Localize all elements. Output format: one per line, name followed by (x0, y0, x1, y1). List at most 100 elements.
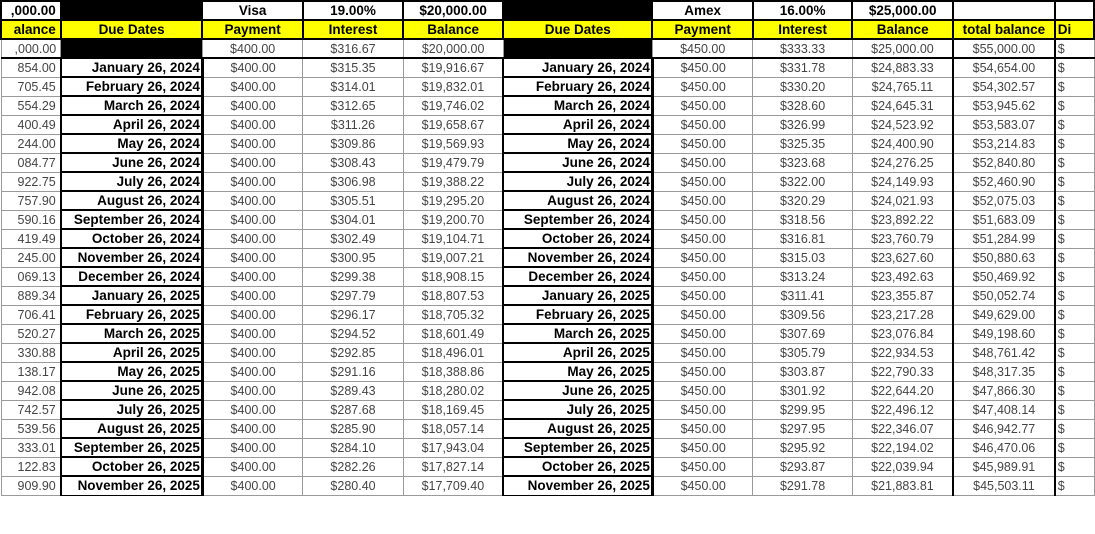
cell-partial[interactable]: $ (1054, 380, 1095, 401)
cell-total-balance[interactable]: $50,880.63 (952, 247, 1056, 268)
cell-total-balance[interactable]: $47,866.30 (952, 380, 1056, 401)
cell-amex-due-date[interactable]: August 26, 2025 (502, 418, 654, 439)
cell-amex-interest[interactable]: $305.79 (752, 342, 853, 363)
cell-left-balance[interactable]: 400.49 (0, 114, 62, 135)
cell-amex-interest[interactable]: $331.78 (752, 57, 853, 78)
cell-amex-due-date[interactable]: June 26, 2024 (502, 152, 654, 173)
cell-amex-balance[interactable]: $23,892.22 (851, 209, 954, 230)
cell-amex-balance[interactable]: $24,400.90 (851, 133, 954, 154)
cell-visa-due-date[interactable]: July 26, 2024 (59, 171, 204, 192)
cell-amex-balance[interactable]: $22,194.02 (851, 437, 954, 458)
cell-visa-interest[interactable]: $284.10 (302, 437, 404, 458)
cell-visa-payment[interactable]: $400.00 (201, 380, 304, 401)
cell-total-balance[interactable]: $49,629.00 (952, 304, 1056, 325)
cell-visa-balance[interactable]: $19,007.21 (402, 247, 504, 268)
cell-left-balance[interactable]: 520.27 (0, 323, 62, 344)
cell-visa-balance[interactable]: $18,807.53 (402, 285, 504, 306)
cell-visa-due-date[interactable]: October 26, 2025 (59, 456, 204, 477)
cell-left-balance[interactable]: 330.88 (0, 342, 62, 363)
cell-amex-payment[interactable]: $450.00 (651, 361, 754, 382)
cell-amex-interest[interactable]: $309.56 (752, 304, 853, 325)
cell-amex-balance[interactable]: $24,883.33 (851, 57, 954, 78)
cell-blank[interactable] (502, 38, 653, 59)
cell-visa-payment[interactable]: $400.00 (201, 209, 304, 230)
cell-blank[interactable] (502, 0, 654, 21)
cell-amex-balance[interactable]: $24,523.92 (851, 114, 954, 135)
cell-amex-interest[interactable]: $303.87 (752, 361, 853, 382)
cell-visa-due-date[interactable]: February 26, 2024 (59, 76, 204, 97)
cell-left-balance[interactable]: 539.56 (0, 418, 62, 439)
cell-amex-payment[interactable]: $450.00 (651, 475, 754, 496)
cell-visa-interest[interactable]: $311.26 (302, 114, 404, 135)
cell-amex-payment[interactable]: $450.00 (651, 437, 754, 458)
cell-visa-balance[interactable]: $18,280.02 (402, 380, 504, 401)
cell-blank[interactable] (952, 0, 1056, 21)
cell-amex-balance[interactable]: $22,934.53 (851, 342, 954, 363)
cell-amex-payment[interactable]: $450.00 (651, 133, 754, 154)
header-balance[interactable]: Balance (851, 19, 955, 40)
cell-amex-interest[interactable]: $301.92 (752, 380, 853, 401)
cell-amex-balance[interactable]: $23,076.84 (851, 323, 954, 344)
cell-visa-interest[interactable]: $297.79 (302, 285, 404, 306)
cell-amex-balance[interactable]: $22,644.20 (851, 380, 954, 401)
cell-visa-payment[interactable]: $400.00 (201, 323, 304, 344)
cell-amex-interest[interactable]: $299.95 (752, 399, 853, 420)
cell-visa-interest[interactable]: $306.98 (302, 171, 404, 192)
cell-amex-payment[interactable]: $450.00 (651, 342, 754, 363)
cell-visa-due-date[interactable]: August 26, 2024 (59, 190, 204, 211)
cell-visa-interest[interactable]: $314.01 (302, 76, 404, 97)
cell-amex-balance[interactable]: $25,000.00 (851, 38, 954, 59)
cell-amex-interest[interactable]: $320.29 (752, 190, 853, 211)
cell-left-balance[interactable]: 122.83 (0, 456, 62, 477)
cell-visa-due-date[interactable]: April 26, 2024 (59, 114, 204, 135)
cell-amex-payment[interactable]: $450.00 (651, 418, 754, 439)
cell-visa-interest[interactable]: $316.67 (302, 38, 404, 59)
cell-left-balance[interactable]: 333.01 (0, 437, 62, 458)
header-partial[interactable]: Di (1053, 19, 1095, 40)
cell-left-start-balance[interactable]: ,000.00 (0, 0, 62, 21)
cell-visa-balance[interactable]: $18,705.32 (402, 304, 504, 325)
cell-blank[interactable] (59, 0, 204, 21)
cell-visa-payment[interactable]: $400.00 (201, 285, 304, 306)
cell-partial[interactable]: $ (1054, 228, 1095, 249)
cell-total-balance[interactable]: $51,284.99 (952, 228, 1056, 249)
cell-visa-payment[interactable]: $400.00 (201, 399, 304, 420)
cell-visa-interest[interactable]: $312.65 (302, 95, 404, 116)
cell-amex-due-date[interactable]: May 26, 2025 (502, 361, 654, 382)
cell-visa-payment[interactable]: $400.00 (201, 152, 304, 173)
cell-left-balance[interactable]: 244.00 (0, 133, 62, 154)
cell-visa-payment[interactable]: $400.00 (201, 456, 304, 477)
cell-amex-balance[interactable]: $24,021.93 (851, 190, 954, 211)
cell-left-balance[interactable]: 742.57 (0, 399, 62, 420)
cell-amex-balance[interactable]: $23,355.87 (851, 285, 954, 306)
cell-amex-due-date[interactable]: November 26, 2025 (502, 475, 654, 496)
cell-amex-payment[interactable]: $450.00 (651, 38, 754, 59)
cell-amex-payment[interactable]: $450.00 (651, 266, 754, 287)
cell-total-balance[interactable]: $50,052.74 (952, 285, 1056, 306)
cell-amex-payment[interactable]: $450.00 (651, 323, 754, 344)
cell-visa-payment[interactable]: $400.00 (201, 76, 304, 97)
cell-visa-balance[interactable]: $18,601.49 (402, 323, 504, 344)
cell-visa-payment[interactable]: $400.00 (201, 171, 304, 192)
cell-visa-balance[interactable]: $19,746.02 (402, 95, 504, 116)
cell-total-balance[interactable]: $52,460.90 (952, 171, 1056, 192)
cell-amex-interest[interactable]: $325.35 (752, 133, 853, 154)
cell-visa-start-balance[interactable]: $20,000.00 (402, 0, 505, 21)
cell-amex-interest[interactable]: $291.78 (752, 475, 853, 496)
cell-amex-due-date[interactable]: October 26, 2024 (502, 228, 654, 249)
cell-visa-payment[interactable]: $400.00 (201, 228, 304, 249)
cell-amex-due-date[interactable]: July 26, 2025 (502, 399, 654, 420)
cell-visa-balance[interactable]: $19,916.67 (402, 57, 504, 78)
cell-visa-interest[interactable]: $305.51 (302, 190, 404, 211)
cell-visa-due-date[interactable]: May 26, 2025 (59, 361, 204, 382)
cell-total-balance[interactable]: $46,942.77 (952, 418, 1056, 439)
cell-amex-due-date[interactable]: November 26, 2024 (502, 247, 654, 268)
cell-amex-payment[interactable]: $450.00 (651, 95, 754, 116)
cell-amex-interest[interactable]: $330.20 (752, 76, 853, 97)
cell-amex-rate[interactable]: 16.00% (751, 0, 854, 21)
cell-visa-interest[interactable]: $296.17 (302, 304, 404, 325)
cell-visa-balance[interactable]: $17,827.14 (402, 456, 504, 477)
cell-amex-payment[interactable]: $450.00 (651, 114, 754, 135)
cell-visa-due-date[interactable]: February 26, 2025 (59, 304, 204, 325)
cell-amex-due-date[interactable]: March 26, 2025 (502, 323, 654, 344)
